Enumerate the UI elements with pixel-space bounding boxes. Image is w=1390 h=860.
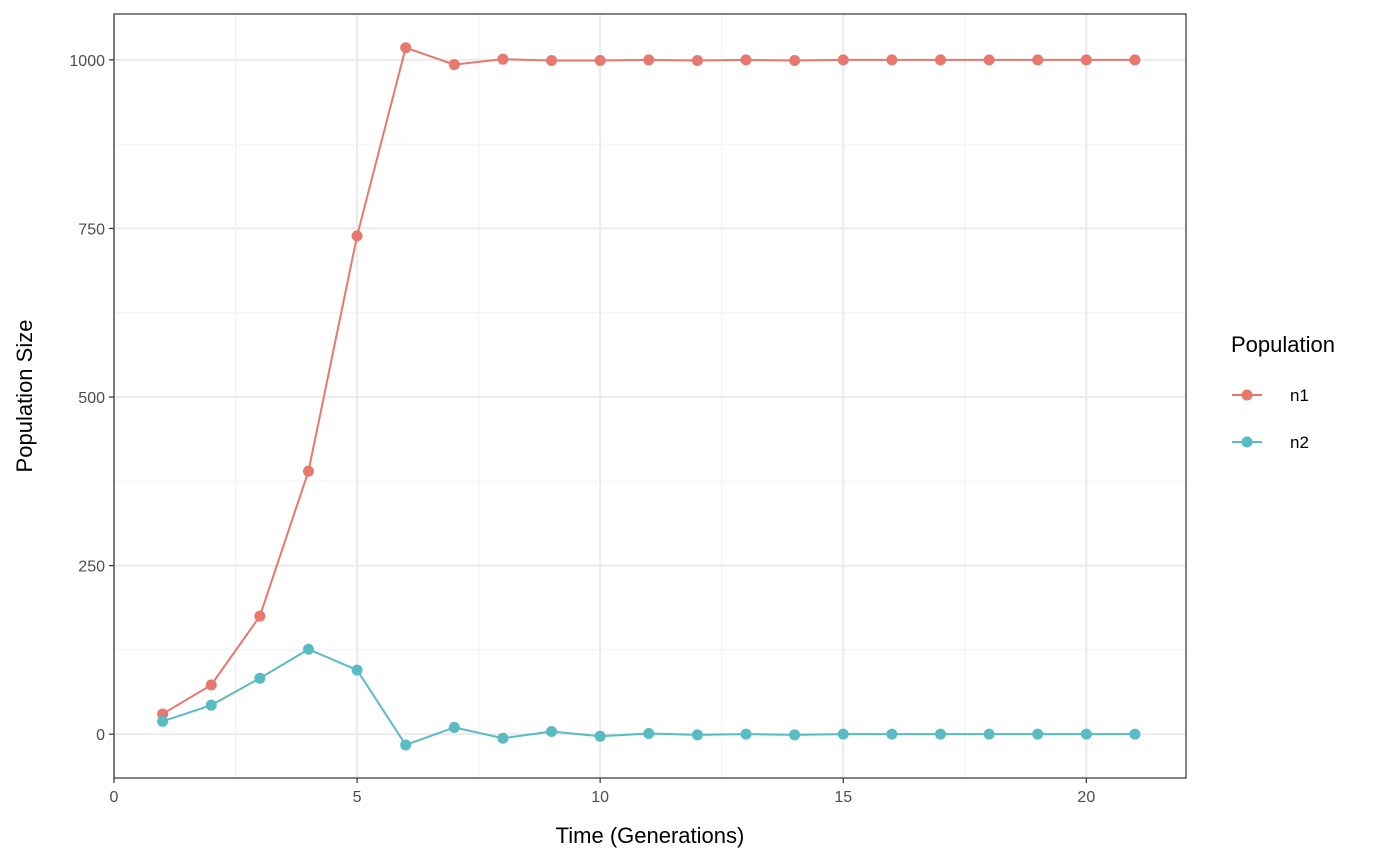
data-point-n1 [934, 54, 946, 66]
data-point-n2 [643, 727, 655, 739]
panel-border [113, 13, 1187, 779]
legend-title: Population [1231, 332, 1335, 357]
legend-key-point-n2 [1241, 436, 1253, 448]
data-point-n2 [400, 739, 412, 751]
data-point-n1 [400, 42, 412, 54]
data-point-n1 [448, 59, 460, 71]
data-point-n2 [1032, 728, 1044, 740]
data-point-n2 [1129, 728, 1141, 740]
data-point-n2 [1080, 728, 1092, 740]
data-point-n2 [740, 728, 752, 740]
data-point-n2 [205, 699, 217, 711]
data-point-n2 [254, 672, 266, 684]
data-point-n2 [594, 730, 606, 742]
x-tick-label: 0 [110, 789, 119, 806]
data-point-n1 [789, 55, 801, 67]
data-point-n1 [497, 53, 509, 65]
data-point-n1 [691, 55, 703, 67]
data-point-n1 [1129, 54, 1141, 66]
data-point-n2 [351, 664, 363, 676]
x-tick-label: 15 [834, 789, 852, 806]
data-point-n2 [691, 729, 703, 741]
data-point-n1 [594, 55, 606, 67]
data-point-n2 [546, 725, 558, 737]
data-point-n2 [448, 721, 460, 733]
data-point-n1 [546, 55, 558, 67]
y-tick-label: 1000 [69, 53, 105, 70]
data-point-n1 [740, 54, 752, 66]
legend-key-point-n1 [1241, 389, 1253, 401]
data-point-n2 [886, 728, 898, 740]
data-point-n2 [302, 643, 314, 655]
y-tick-label: 250 [78, 559, 105, 576]
data-point-n2 [934, 728, 946, 740]
data-point-n2 [497, 732, 509, 744]
data-point-n1 [1080, 54, 1092, 66]
data-point-n1 [1032, 54, 1044, 66]
y-tick-label: 500 [78, 390, 105, 407]
data-point-n2 [789, 729, 801, 741]
data-point-n2 [157, 715, 169, 727]
x-tick-label: 5 [353, 789, 362, 806]
series-line-n1 [162, 46, 1135, 715]
data-point-n2 [837, 728, 849, 740]
legend-label-n1: n1 [1290, 386, 1309, 405]
data-point-n2 [983, 728, 995, 740]
x-tick-label: 20 [1077, 789, 1095, 806]
data-point-n1 [643, 54, 655, 66]
y-axis-title: Population Size [12, 320, 37, 473]
data-point-n1 [302, 465, 314, 477]
legend-label-n2: n2 [1290, 433, 1309, 452]
y-tick-label: 750 [78, 221, 105, 238]
data-point-n1 [983, 54, 995, 66]
data-point-n1 [205, 679, 217, 691]
x-tick-label: 10 [591, 789, 609, 806]
data-point-n1 [351, 230, 363, 242]
data-point-n1 [254, 610, 266, 622]
data-point-n1 [837, 54, 849, 66]
x-axis-title: Time (Generations) [556, 823, 745, 848]
data-point-n1 [886, 54, 898, 66]
y-tick-label: 0 [96, 727, 105, 744]
